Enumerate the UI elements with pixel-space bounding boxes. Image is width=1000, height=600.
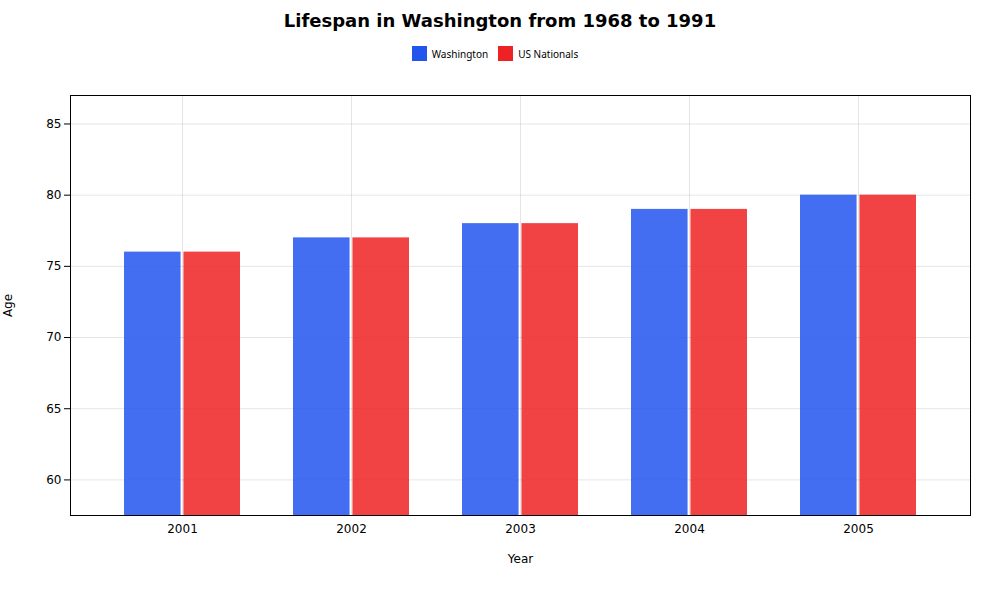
svg-text:75: 75 — [46, 259, 61, 273]
svg-text:80: 80 — [46, 188, 61, 202]
svg-text:2002: 2002 — [336, 522, 367, 536]
svg-text:2004: 2004 — [674, 522, 705, 536]
svg-text:85: 85 — [46, 117, 61, 131]
svg-text:Age: Age — [1, 294, 15, 317]
svg-text:60: 60 — [46, 473, 61, 487]
svg-text:2001: 2001 — [167, 522, 198, 536]
html-text:US Nationals: US Nationals — [518, 46, 579, 61]
html-text:Washington: Washington — [431, 46, 489, 61]
svg-text:Year: Year — [507, 552, 533, 566]
svg-text:2005: 2005 — [843, 522, 874, 536]
html-text:Lifespan in Washington from 19: Lifespan in Washington from 1968 to 1991 — [283, 10, 717, 31]
svg-text:70: 70 — [46, 330, 61, 344]
svg-text:65: 65 — [46, 402, 61, 416]
svg-text:2003: 2003 — [505, 522, 536, 536]
